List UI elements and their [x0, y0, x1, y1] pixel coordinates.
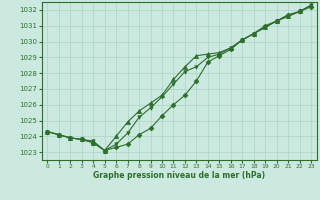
X-axis label: Graphe pression niveau de la mer (hPa): Graphe pression niveau de la mer (hPa): [93, 171, 265, 180]
